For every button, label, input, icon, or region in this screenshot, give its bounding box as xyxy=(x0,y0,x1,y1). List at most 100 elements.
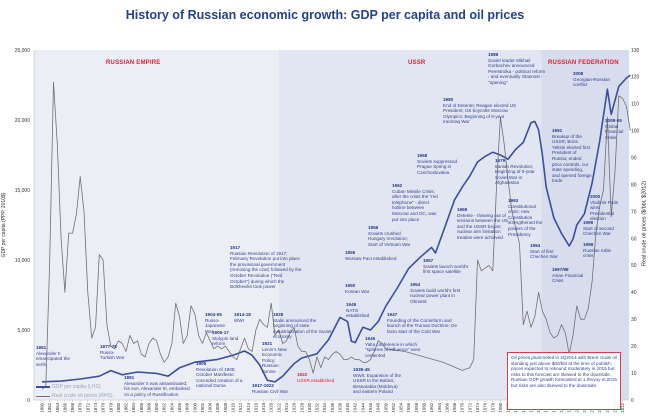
annotation-1949: 1949 NATO established xyxy=(346,302,376,319)
y-tick-right-label: 80 xyxy=(631,182,637,188)
annotation-year: 1921 xyxy=(262,341,273,346)
annotation-year: 1956 xyxy=(368,225,379,230)
x-tick-label: 1970 xyxy=(460,402,465,412)
y-axis-right-label: Real crude oil prices ($/bbl, $2012) xyxy=(641,180,648,267)
annotation-year: 1993 xyxy=(508,198,519,203)
oil-price-note: Oil prices plummeted in 4Q2014 with Bren… xyxy=(507,352,621,410)
x-tick-label: 1974 xyxy=(475,402,480,412)
annotation-text: End of Detente; Reagan elected US Presid… xyxy=(443,102,517,125)
annotation-text: Revolution of 1905; October Manifesto co… xyxy=(196,366,243,389)
annotation-year: 1928 xyxy=(273,312,284,317)
y-tick-right-label: 60 xyxy=(631,236,637,242)
annotation-year: 1986 xyxy=(488,52,499,57)
annotation-year: 1904-05 xyxy=(205,312,222,317)
annotation-text: Asian Financial Crisis xyxy=(552,272,584,284)
annotation-1921: 1921 Lenin's New Economic Policy; Russian… xyxy=(262,341,288,375)
x-tick-label: 1962 xyxy=(429,402,434,412)
x-tick-label: 1862 xyxy=(47,402,52,412)
y-tick-left-label: 0 xyxy=(27,398,30,404)
x-tick-label: 1946 xyxy=(368,402,373,412)
x-tick-label: 1952 xyxy=(391,402,396,412)
x-tick-label: 1934 xyxy=(322,402,327,412)
annotation-text: Breakup of the USSR; Boris Yeltsin elect… xyxy=(552,133,592,184)
annotation-year: 2008 xyxy=(573,71,584,76)
x-tick-label: 1894 xyxy=(169,402,174,412)
x-tick-label: 1958 xyxy=(414,402,419,412)
x-tick-label: 1870 xyxy=(78,402,83,412)
x-tick-label: 1938 xyxy=(337,402,342,412)
annotation-1968: 1968 Soviets suppressed Prague Spring in … xyxy=(417,153,463,175)
annotation-1945: 1945 Yalta conference in which "spheres o… xyxy=(365,336,425,358)
x-tick-label: 1924 xyxy=(284,402,289,412)
annotation-year: 1991 xyxy=(552,128,563,133)
annotation-year: 1969 xyxy=(457,207,468,212)
annotation-1917: 1917 Russian Revolution of 1917; February… xyxy=(230,245,302,290)
y-tick-right-label: 40 xyxy=(631,290,637,296)
annotation-year: 1998 xyxy=(583,242,594,247)
annotation-1993: 1993 Constitutional crisis; new Constitut… xyxy=(508,198,546,237)
x-tick-label: 1942 xyxy=(353,402,358,412)
annotation-1994: 1994 Start of first Chechen War xyxy=(530,243,566,260)
annotation-text: Soviets launch world's first space satel… xyxy=(423,263,469,275)
x-tick-label: 1928 xyxy=(299,402,304,412)
x-tick-label: 1978 xyxy=(490,402,495,412)
x-tick-label: 1980 xyxy=(498,402,503,412)
annotation-1998: 1998 Russian ruble crisis xyxy=(583,242,613,259)
annotation-text: USSR established xyxy=(297,377,335,383)
annotation-year: 1999 xyxy=(583,220,594,225)
y-tick-right-label: 70 xyxy=(631,209,637,215)
annotation-1997-98: 1997/98 Asian Financial Crisis xyxy=(552,267,588,284)
annotation-text: NATO established xyxy=(346,307,370,319)
annotation-text: Alexander II was assassinated; his son, … xyxy=(124,380,190,397)
annotation-1939-45: 1939-45 WWII; Expansion of the USSR to th… xyxy=(353,367,403,395)
annotation-2000: 2000 Vladimir Putin wins Presidential ele… xyxy=(590,194,622,222)
annotation-1962: 1962 Cuban Missile Crisis; after the cris… xyxy=(392,183,438,222)
annotation-text: Russian Civil War xyxy=(252,388,289,394)
y-tick-right-label: 30 xyxy=(631,317,637,323)
x-tick-label: 1900 xyxy=(192,402,197,412)
y-tick-right-label: 130 xyxy=(631,48,640,54)
chart-title: History of Russian economic growth: GDP … xyxy=(125,8,525,22)
x-tick-label: 1872 xyxy=(85,402,90,412)
annotation-year: 1954 xyxy=(410,282,421,287)
annotation-1928: 1928 Stalin announced the beginning of st… xyxy=(273,312,333,340)
annotation-1917-1922: 1917-1922 Russian Civil War xyxy=(252,383,292,394)
annotation-1979: 1979 Iranian Revolution; Beginning of 9-y… xyxy=(495,158,541,186)
annotation-1986: 1986 Soviet leader Mikhail Gorbachev anno… xyxy=(488,52,546,86)
region-label-russian-empire: RUSSIAN EMPIRE xyxy=(106,60,161,66)
y-axis-left-label: GDP per capita (PPP, 2010$) xyxy=(1,192,7,258)
annotation-text: Detente - thawing out of tensions betwee… xyxy=(457,212,509,240)
annotation-1877-78: 1877-78 Russo-Turkish War xyxy=(100,344,128,361)
annotation-year: 1906-17 xyxy=(212,330,229,335)
region-label-ussr: USSR xyxy=(408,60,426,66)
y-tick-left-label: 15,000 xyxy=(15,188,31,194)
x-tick-label: 1966 xyxy=(444,402,449,412)
annotation-year: 1877-78 xyxy=(100,344,117,349)
annotation-1905: 1905 Revolution of 1905; October Manifest… xyxy=(196,361,244,389)
x-tick-label: 1940 xyxy=(345,402,350,412)
annotation-text: Russo-Japanese War xyxy=(205,317,225,334)
y-tick-right-label: 0 xyxy=(631,398,634,404)
annotation-text: Soviets crushed Hungary revolution; Star… xyxy=(368,230,411,247)
x-tick-label: 1956 xyxy=(406,402,411,412)
x-tick-label: 1936 xyxy=(330,402,335,412)
x-tick-label: 1960 xyxy=(422,402,427,412)
x-tick-label: 1878 xyxy=(108,402,113,412)
annotation-text: Stolypin land reform xyxy=(212,335,239,347)
annotation-1991: 1991 Breakup of the USSR; Boris Yeltsin e… xyxy=(552,128,592,184)
annotation-year: 1947 xyxy=(387,312,398,317)
legend-gdp-label: GDP per capita (LHS) xyxy=(52,384,101,390)
gdp-line xyxy=(41,74,631,383)
x-tick-label: 1908 xyxy=(223,402,228,412)
annotation-year: 2008-09 xyxy=(605,118,622,123)
y-tick-right-label: 120 xyxy=(631,75,640,81)
annotation-text: WWII; Expansion of the USSR to the Balti… xyxy=(353,372,401,395)
annotation-text: WWI xyxy=(234,317,244,323)
legend-oil-label: Real crude oil prices (RHS) xyxy=(52,393,113,399)
x-tick-label: 1886 xyxy=(139,402,144,412)
annotation-year: 1968 xyxy=(417,153,428,158)
annotation-text: Start of first Chechen War xyxy=(530,248,558,260)
x-tick-label: 1948 xyxy=(376,402,381,412)
annotation-text: Soviet leader Mikhail Gorbachev announce… xyxy=(488,57,546,85)
x-tick-label: 1866 xyxy=(62,402,67,412)
